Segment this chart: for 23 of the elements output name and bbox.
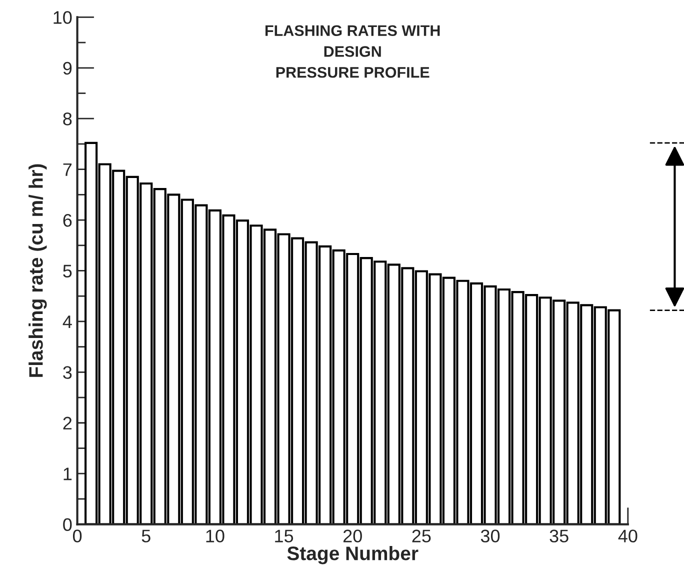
x-tick-label: 25 — [412, 530, 431, 542]
y-axis-title: Flashing rate (cu m/ hr) — [28, 164, 47, 377]
x-tick-label: 5 — [142, 530, 150, 542]
y-tick-label: 7 — [63, 163, 72, 176]
y-tick-label: 3 — [63, 366, 72, 379]
y-tick-label: 9 — [63, 62, 72, 75]
x-tick-label: 30 — [480, 530, 500, 542]
x-tick-label: 10 — [206, 530, 224, 542]
y-tick-label: 2 — [63, 416, 72, 430]
x-tick-label: 15 — [275, 530, 294, 542]
y-tick-label: 5 — [63, 264, 72, 278]
y-tick-label: 8 — [63, 112, 72, 126]
y-tick-label: 4 — [62, 316, 72, 328]
x-tick-label: 20 — [343, 530, 362, 542]
x-tick-label: 35 — [550, 530, 568, 542]
y-tick-label: 6 — [63, 214, 72, 227]
y-tick-label: 10 — [54, 11, 72, 24]
y-tick-label: 0 — [63, 518, 72, 532]
x-tick-label: 40 — [618, 530, 638, 542]
text: FLASHING RATES WITH DESIGN PRESSURE PROFILE — [265, 25, 440, 78]
x-axis-title: Stage Number — [287, 546, 418, 564]
x-tick-label: 0 — [72, 530, 82, 542]
y-tick-label: 1 — [64, 468, 72, 480]
